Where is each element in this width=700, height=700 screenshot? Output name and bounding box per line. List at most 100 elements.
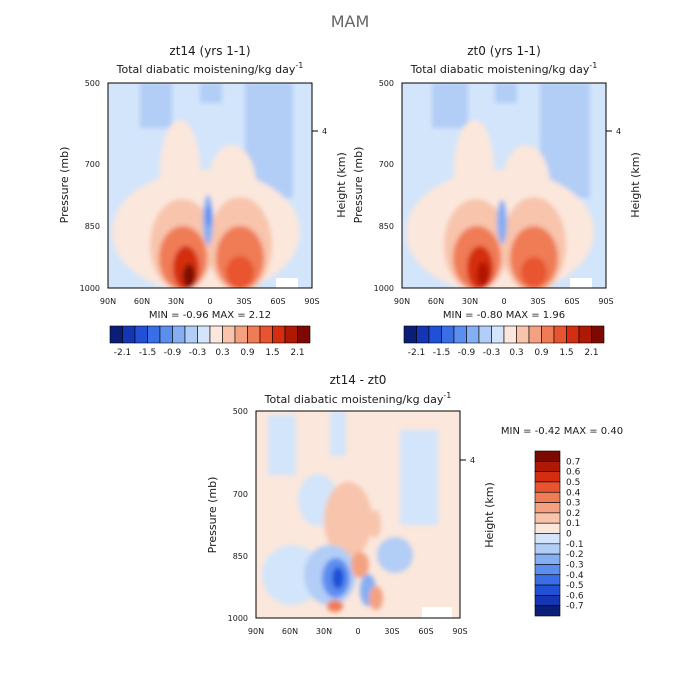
x-tick-label: 90N [248, 627, 264, 636]
stats-label: MIN = -0.42 MAX = 0.40 [501, 426, 623, 437]
colorbar-swatch [534, 564, 561, 576]
y-axis-right-label: Height (km) [629, 152, 642, 218]
height-tick-label: 4 [322, 127, 327, 136]
field-negative-region [262, 545, 322, 605]
colorbar-label: -0.3 [483, 348, 501, 358]
colorbar-label: -0.6 [566, 591, 584, 601]
colorbar-swatch [234, 325, 248, 344]
stats-label: MIN = -0.96 MAX = 2.12 [149, 310, 271, 321]
field-negative-region [400, 430, 438, 525]
x-tick-label: 90S [452, 627, 467, 636]
y-tick-label: 850 [379, 222, 394, 231]
colorbar-difference: 0.70.60.50.40.30.20.10-0.1-0.2-0.3-0.4-0… [534, 450, 584, 617]
y-tick-label: 850 [85, 222, 100, 231]
height-tick-label: 4 [470, 456, 475, 465]
colorbar-swatch [453, 325, 467, 344]
colorbar-label: 1.5 [559, 348, 573, 358]
colorbar-swatch [147, 325, 161, 344]
colorbar-label: -0.3 [566, 560, 584, 570]
colorbar-label: 0.3 [566, 499, 580, 509]
x-tick-label: 30S [384, 627, 399, 636]
y-axis-label: Pressure (mb) [58, 147, 71, 224]
y-tick-label: 700 [233, 490, 248, 499]
y-tick-label: 1000 [80, 284, 100, 293]
colorbar-swatch [534, 605, 561, 617]
colorbar-label: 0.9 [240, 348, 255, 358]
missing-data-patch [276, 278, 298, 288]
field-negative-region [495, 83, 517, 103]
colorbar-swatch [184, 325, 198, 344]
field-positive-region [369, 510, 381, 538]
stats-label: MIN = -0.80 MAX = 1.96 [443, 310, 565, 321]
x-tick-label: 60S [564, 297, 579, 306]
colorbar-swatch [534, 461, 561, 472]
x-axis: 90N 60N 30N 0 30S 60S 90S [248, 627, 468, 636]
x-tick-label: 60S [418, 627, 433, 636]
y-axis-right-label: Height (km) [483, 482, 496, 548]
colorbar-swatch [478, 325, 492, 344]
colorbar-swatch [209, 325, 223, 344]
x-tick-label: 90N [394, 297, 410, 306]
colorbar-label: 0.7 [566, 457, 580, 467]
colorbar-label: -0.1 [566, 540, 584, 550]
x-tick-label: 90S [304, 297, 319, 306]
colorbar-swatch [534, 574, 561, 586]
colorbar-label: 2.1 [290, 348, 304, 358]
colorbar-swatch [491, 325, 505, 344]
colorbar-label: 0.1 [566, 519, 580, 529]
colorbar-label: 1.5 [265, 348, 279, 358]
colorbar-swatch [578, 325, 592, 344]
y-tick-label: 1000 [374, 284, 394, 293]
colorbar-swatch [553, 325, 567, 344]
y-tick-label: 700 [85, 160, 100, 169]
x-tick-label: 30N [462, 297, 478, 306]
field-positive-region [351, 552, 369, 578]
colorbar-swatch [416, 325, 430, 344]
y-tick-label: 500 [379, 79, 394, 88]
x-tick-label: 30N [316, 627, 332, 636]
field-negative-region [432, 83, 468, 128]
colorbar-label: 0.9 [534, 348, 549, 358]
field-positive-region [183, 264, 195, 288]
field-positive-region [324, 482, 372, 558]
y-axis: 500 700 850 1000 [80, 79, 100, 293]
colorbar-label: -0.4 [566, 571, 584, 581]
panel-zt0: zt0 (yrs 1-1) Total diabatic moistening/… [352, 44, 642, 321]
field-negative-region [206, 206, 212, 226]
colorbar-swatch [122, 325, 136, 344]
plot-frame [107, 82, 313, 289]
y-tick-label: 700 [379, 160, 394, 169]
colorbar-swatch [591, 325, 605, 344]
colorbar-label: 0.5 [566, 478, 580, 488]
colorbar-label: -0.2 [566, 550, 584, 560]
field-positive-region [226, 256, 254, 288]
x-tick-label: 30S [236, 297, 251, 306]
field-negative-region [332, 567, 344, 589]
panel-zt14: zt14 (yrs 1-1) Total diabatic moistening… [58, 44, 348, 321]
colorbar-swatch [466, 325, 480, 344]
colorbar-swatch [297, 325, 311, 344]
colorbar-label: -2.1 [114, 348, 132, 358]
x-axis: 90N 60N 30N 0 30S 60S 90S [100, 297, 320, 306]
colorbar-swatch [534, 491, 561, 503]
x-tick-label: 90N [100, 297, 116, 306]
panel-difference: zt14 - zt0 Total diabatic moistening/kg … [206, 373, 623, 636]
panel-title: zt14 (yrs 1-1) [169, 44, 250, 58]
x-tick-label: 0 [501, 297, 506, 306]
field-positive-region [369, 586, 383, 610]
colorbar-label: 0.6 [566, 468, 581, 478]
colorbar-swatch [403, 325, 417, 344]
colorbar-swatch [441, 325, 455, 344]
colorbar-swatch [534, 543, 561, 555]
colorbar-swatch [159, 325, 173, 344]
field-plot [402, 83, 606, 288]
field-positive-region [521, 257, 547, 287]
colorbar-swatch [534, 553, 561, 565]
y-tick-label: 500 [85, 79, 100, 88]
y-axis: 500 700 850 1000 [374, 79, 394, 293]
panel-subtitle: Total diabatic moistening/kg day-1 [116, 61, 304, 76]
x-tick-label: 30S [530, 297, 545, 306]
field-positive-region [160, 120, 200, 220]
colorbar-label: 2.1 [584, 348, 598, 358]
